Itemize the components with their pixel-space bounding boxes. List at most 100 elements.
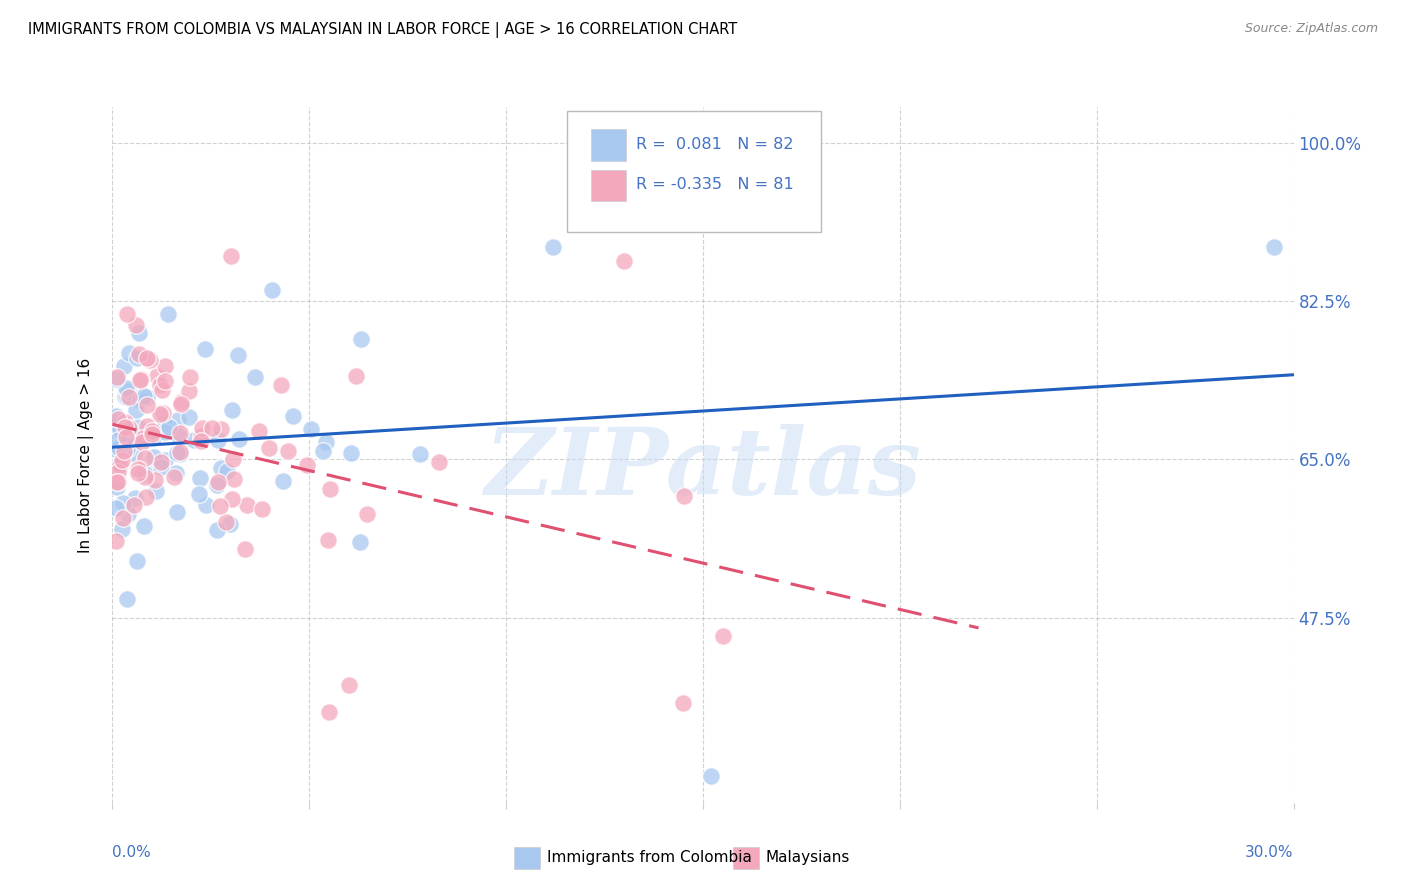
Text: 0.0%: 0.0% (112, 845, 152, 860)
Point (221, 403, 243, 417)
Point (125, 554, 148, 568)
Point (135, 398, 157, 412)
Point (105, 534, 128, 549)
Point (153, 374, 176, 388)
Point (157, 420, 180, 434)
Point (169, 426, 191, 441)
Point (207, 523, 229, 537)
Point (170, 395, 193, 409)
Point (191, 421, 214, 435)
Point (672, 697, 695, 711)
Point (142, 431, 165, 445)
Point (215, 516, 238, 530)
Point (149, 377, 172, 392)
Point (700, 769, 723, 783)
Point (115, 390, 138, 404)
Point (150, 383, 173, 397)
Point (111, 511, 134, 525)
Point (134, 467, 156, 482)
Point (135, 490, 157, 504)
Point (222, 451, 245, 466)
Point (194, 342, 217, 356)
Point (128, 326, 150, 341)
Point (127, 432, 149, 446)
Point (179, 409, 201, 424)
Point (105, 480, 128, 494)
Point (163, 469, 186, 483)
Point (117, 421, 139, 435)
Point (207, 434, 229, 448)
Point (111, 521, 134, 535)
Point (117, 507, 139, 521)
Text: R =  0.081   N = 82: R = 0.081 N = 82 (636, 137, 793, 153)
Point (125, 351, 148, 365)
Point (115, 442, 138, 457)
Text: 30.0%: 30.0% (1246, 845, 1294, 860)
Point (107, 433, 129, 447)
Point (312, 443, 335, 458)
Point (117, 434, 139, 448)
Point (226, 348, 249, 362)
Point (118, 391, 141, 405)
Point (127, 467, 149, 481)
Point (127, 420, 149, 434)
Point (344, 369, 367, 384)
Point (139, 352, 162, 367)
Point (111, 453, 134, 467)
Point (1263, 240, 1285, 254)
Point (114, 444, 136, 458)
Point (270, 378, 292, 392)
Point (169, 445, 191, 459)
Point (153, 425, 176, 439)
Point (167, 428, 190, 442)
Point (259, 442, 281, 456)
Point (169, 447, 191, 461)
Point (115, 430, 138, 444)
Point (318, 706, 340, 720)
Point (146, 368, 169, 383)
Point (149, 408, 172, 422)
Text: Source: ZipAtlas.com: Source: ZipAtlas.com (1244, 22, 1378, 36)
Point (105, 417, 128, 432)
Point (117, 384, 139, 399)
Point (271, 475, 294, 489)
Point (107, 465, 129, 479)
Point (166, 413, 188, 427)
Point (125, 403, 148, 417)
FancyBboxPatch shape (591, 129, 626, 161)
Point (183, 433, 205, 447)
Point (122, 447, 145, 461)
Point (114, 381, 136, 395)
Point (217, 464, 239, 478)
Point (153, 453, 176, 467)
Point (349, 534, 371, 549)
Point (262, 283, 284, 297)
Point (129, 371, 152, 385)
Point (429, 454, 451, 468)
Point (114, 391, 136, 405)
Point (613, 253, 636, 268)
Point (356, 507, 378, 521)
Point (319, 482, 342, 496)
Point (134, 470, 156, 484)
Point (136, 390, 159, 404)
Point (207, 475, 229, 489)
Point (315, 435, 337, 450)
Point (337, 678, 360, 692)
FancyBboxPatch shape (733, 847, 758, 869)
Point (134, 451, 156, 466)
Point (112, 417, 135, 432)
Text: Malaysians: Malaysians (766, 850, 851, 865)
Point (105, 458, 128, 473)
Point (105, 409, 128, 423)
Point (145, 483, 167, 498)
Point (135, 418, 157, 433)
Point (112, 496, 135, 510)
Point (179, 384, 201, 399)
Point (105, 475, 128, 489)
Point (205, 478, 228, 492)
Point (201, 420, 224, 434)
Point (118, 346, 141, 360)
Point (107, 475, 129, 489)
Point (149, 460, 172, 475)
